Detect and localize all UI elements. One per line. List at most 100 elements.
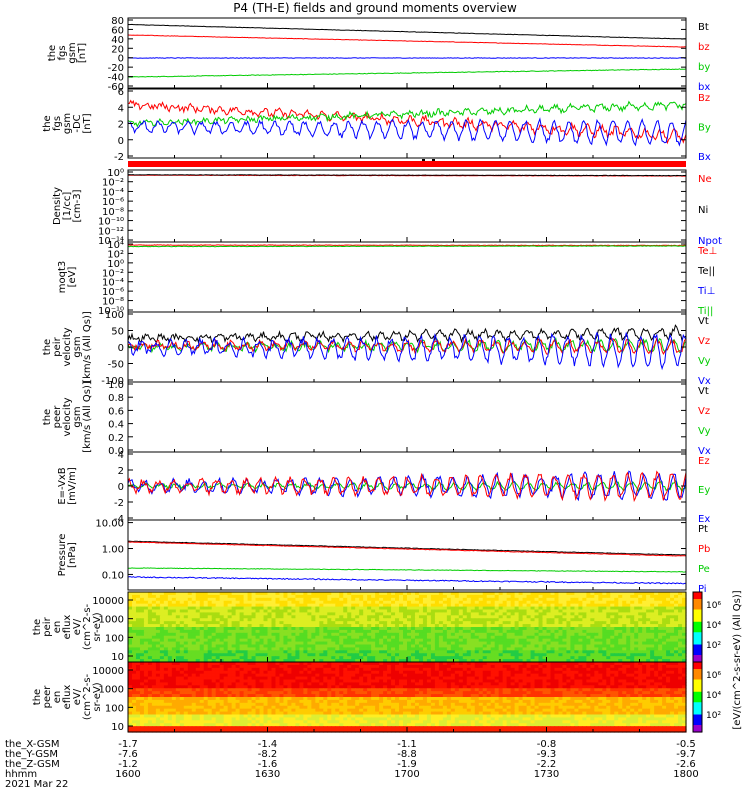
spectrogram-cell — [446, 679, 452, 684]
spectrogram-cell — [199, 597, 205, 602]
spectrogram-cell — [634, 670, 639, 675]
spectrogram-cell — [526, 635, 532, 640]
spectrogram-cell — [287, 624, 293, 628]
spectrogram-cell — [538, 679, 544, 684]
spectrogram-cell — [275, 667, 281, 672]
spectrogram-cell — [195, 606, 201, 611]
spectrogram-cell — [522, 662, 528, 666]
spectrogram-cell — [430, 627, 436, 631]
spectrogram-cell — [550, 615, 556, 619]
spectrogram-cell — [391, 667, 396, 672]
y-axis-label: [mV/m] — [67, 467, 78, 505]
spectrogram-cell — [526, 600, 532, 605]
spectrogram-cell — [458, 594, 464, 599]
spectrogram-cell — [510, 618, 516, 622]
y-tick-label: 10⁻² — [102, 268, 124, 279]
spectrogram-cell — [666, 662, 671, 666]
spectrogram-cell — [395, 632, 400, 637]
spectrogram-cell — [139, 624, 145, 628]
spectrogram-cell — [458, 603, 464, 608]
spectrogram-cell — [622, 667, 627, 672]
spectrogram-cell — [247, 638, 253, 643]
spectrogram-cell — [518, 629, 524, 634]
spectrogram-cell — [438, 627, 444, 631]
spectrogram-cell — [319, 592, 324, 596]
spectrogram-cell — [343, 592, 348, 596]
series-line-Pe — [128, 567, 687, 573]
series-line-Vt — [127, 324, 687, 345]
spectrogram-cell — [606, 685, 611, 689]
spectrogram-cell — [299, 650, 304, 654]
y-axis-label: gsm — [72, 406, 83, 427]
spectrogram-cell — [590, 650, 595, 654]
spectrogram-cell — [682, 650, 687, 654]
y-tick-label: 0.6 — [108, 406, 124, 417]
spectrogram-cell — [574, 629, 579, 634]
spectrogram-cell — [450, 621, 456, 625]
spectrogram-cell — [666, 656, 671, 660]
spectrogram-cell — [299, 644, 304, 649]
spectrogram-cell — [203, 664, 209, 669]
spectrogram-cell — [243, 597, 249, 602]
spectrogram-cell — [522, 659, 528, 663]
spectrogram-cell — [590, 592, 595, 596]
spectrogram-cell — [670, 629, 675, 634]
spectrogram-cell — [654, 650, 659, 654]
spectrogram-cell — [159, 670, 165, 675]
spectrogram-cell — [538, 618, 544, 622]
spectrogram-cell — [139, 629, 145, 634]
spectrogram-cell — [355, 627, 360, 631]
spectrogram-cell — [630, 638, 635, 643]
spectrogram-cell — [215, 664, 221, 669]
spectrogram-cell — [674, 685, 679, 689]
legend-entry: by — [698, 62, 710, 73]
spectrogram-cell — [474, 679, 480, 684]
spectrogram-cell — [187, 615, 193, 619]
spectrogram-cell — [263, 682, 269, 686]
spectrogram-cell — [682, 592, 687, 596]
spectrogram-cell — [422, 656, 428, 660]
spectrogram-cell — [474, 647, 480, 651]
spectrogram-cell — [191, 653, 197, 657]
spectrogram-cell — [211, 662, 217, 666]
spectrogram-cell — [626, 641, 631, 646]
spectrogram-cell — [195, 624, 201, 628]
spectrogram-cell — [674, 682, 679, 686]
spectrogram-cell — [307, 635, 312, 640]
spectrogram-cell — [335, 603, 340, 608]
spectrogram-cell — [638, 624, 643, 628]
spectrogram-cell — [403, 641, 408, 646]
spectrogram-cell — [450, 682, 456, 686]
spectrogram-cell — [546, 662, 552, 666]
spectrogram-cell — [446, 621, 452, 625]
spectrogram-cell — [175, 638, 181, 643]
spectrogram-cell — [554, 667, 560, 672]
spectrogram-cell — [371, 592, 376, 596]
spectrogram-cell — [371, 682, 376, 686]
spectrogram-cell — [375, 644, 380, 649]
spectrogram-cell — [434, 618, 440, 622]
spectrogram-cell — [414, 592, 420, 596]
spectrogram-cell — [670, 679, 675, 684]
spectrogram-cell — [271, 621, 277, 625]
spectrogram-cell — [626, 644, 631, 649]
spectrogram-cell — [247, 679, 253, 684]
spectrogram-cell — [299, 609, 304, 614]
spectrogram-cell — [267, 647, 273, 651]
spectrogram-cell — [438, 635, 444, 640]
spectrogram-cell — [446, 647, 452, 651]
spectrogram-cell — [387, 679, 392, 684]
spectrogram-cell — [235, 685, 241, 689]
spectrogram-cell — [191, 594, 197, 599]
spectrogram-cell — [642, 685, 647, 689]
spectrogram-cell — [550, 653, 556, 657]
spectrogram-cell — [287, 594, 293, 599]
spectrogram-cell — [478, 662, 484, 666]
spectrogram-cell — [518, 612, 524, 616]
spectrogram-cell — [646, 662, 651, 666]
spectrogram-cell — [187, 603, 193, 608]
spectrogram-cell — [550, 592, 556, 596]
spectrogram-cell — [319, 679, 324, 684]
spectrogram-cell — [498, 594, 504, 599]
spectrogram-cell — [195, 618, 201, 622]
